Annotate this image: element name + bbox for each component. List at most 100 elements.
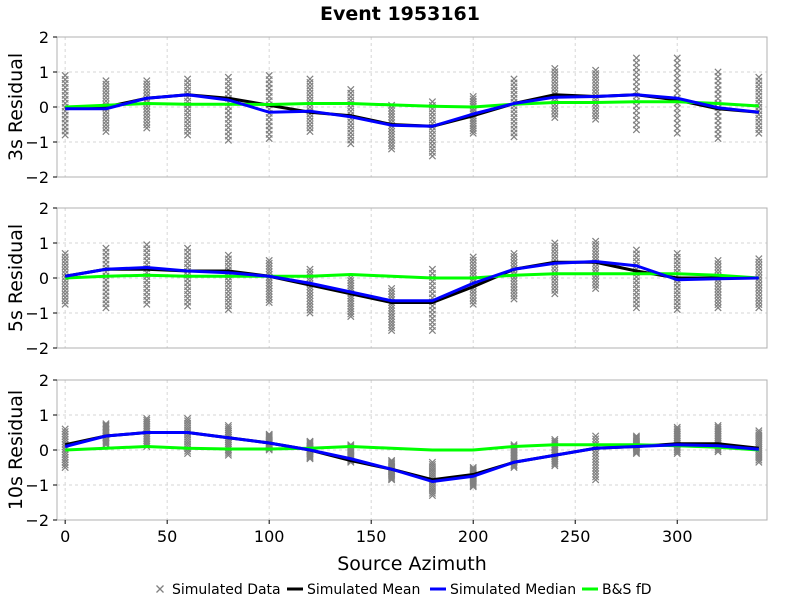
x-tick-label: 0 [60,527,70,546]
scatter-point [224,262,233,270]
scatter-point [591,432,600,440]
scatter-point [61,280,69,288]
scatter-point [224,291,233,299]
scatter-point [224,295,233,303]
panel-10s: −2 −1 0 1 2 10s Residual [5,371,768,530]
scatter-point [387,130,396,139]
scatter-point [673,425,681,433]
scatter-point [143,108,151,116]
scatter-point [510,75,518,83]
scatter-point [714,300,722,309]
panel-5s: −2 −1 0 1 2 5s Residual [5,199,768,358]
scatter-point [632,246,641,254]
scatter-point [714,260,722,268]
scatter-point [469,253,477,261]
scatter-point [755,264,763,273]
scatter-point [61,300,69,308]
scatter-point [591,115,600,123]
scatter-point [347,279,355,287]
chart-title: Event 1953161 [320,3,480,25]
scatter-point [265,433,273,442]
scatter-point [347,125,355,133]
scatter-point [551,74,559,82]
y-tick-label: 1 [39,234,49,253]
scatter-point [387,304,396,312]
scatter-point [183,244,192,252]
scatter-point [591,240,600,249]
scatter-point [61,451,69,459]
y-tick-label: −2 [25,339,49,358]
scatter-point [143,241,151,249]
y-tick-label: 0 [39,98,49,117]
scatter-point [347,118,355,126]
scatter-point [755,300,763,309]
scatter-point [591,237,600,245]
scatter-point [306,294,314,303]
scatter-point [265,259,273,267]
scatter-point [306,92,314,101]
scatter-point [347,282,355,290]
scatter-point [469,294,477,302]
scatter-point [632,434,641,442]
scatter-point [591,452,600,461]
scatter-point [265,268,273,276]
scatter-point [143,86,151,94]
scatter-point [306,75,314,83]
scatter-point [61,71,69,80]
scatter-point [387,113,396,121]
scatter-point [224,255,233,263]
scatter-point [61,293,69,302]
scatter-point [428,265,437,273]
scatter-point [714,263,722,271]
scatter-point [591,247,600,255]
scatter-point [306,113,314,122]
scatter-point [224,302,233,310]
scatter-point [510,249,518,258]
scatter-point [143,77,151,85]
scatter-point [714,68,722,76]
scatter-point [510,255,518,264]
series-line-simulated-median [64,260,759,303]
scatter-point [755,429,763,437]
scatter-point [61,283,69,291]
legend-item-b-s-fd: B&S fD [582,582,652,598]
scatter-point [591,476,600,484]
scatter-point [143,416,151,424]
scatter-point [387,315,396,323]
scatter-point [306,124,314,132]
scatter-point [265,293,273,301]
scatter-point [510,252,518,261]
x-axis-label: Source Azimuth [337,553,487,575]
scatter-point [347,132,355,141]
scatter-point [265,298,273,307]
scatter-point [469,95,477,103]
scatter-point [755,287,763,296]
legend-label: B&S fD [602,582,652,598]
scatter-point [714,256,722,265]
legend: Simulated Data Simulated Mean Simulated Me… [156,582,652,598]
scatter-point [61,463,69,472]
series-line-simulated-mean [64,431,760,482]
scatter-point [428,148,437,157]
scatter-point [591,467,600,475]
y-tick-label: 0 [39,441,49,460]
scatter-point [347,310,355,318]
scatter-point [143,83,151,91]
scatter-point [469,300,477,308]
scatter-point [591,82,600,91]
scatter-point [306,82,314,90]
scatter-point [714,421,722,430]
scatter-point [61,433,69,441]
scatter-point [469,265,477,274]
scatter-point [469,288,477,296]
scatter-point [347,89,355,97]
scatter-point [387,133,396,141]
scatter-point [306,268,314,276]
scatter-point [265,279,273,287]
scatter-point [387,107,396,115]
scatter-point [61,461,69,469]
scatter-point [755,291,763,299]
scatter-point [61,430,69,438]
scatter-point [143,114,151,123]
scatter-point [632,433,641,441]
